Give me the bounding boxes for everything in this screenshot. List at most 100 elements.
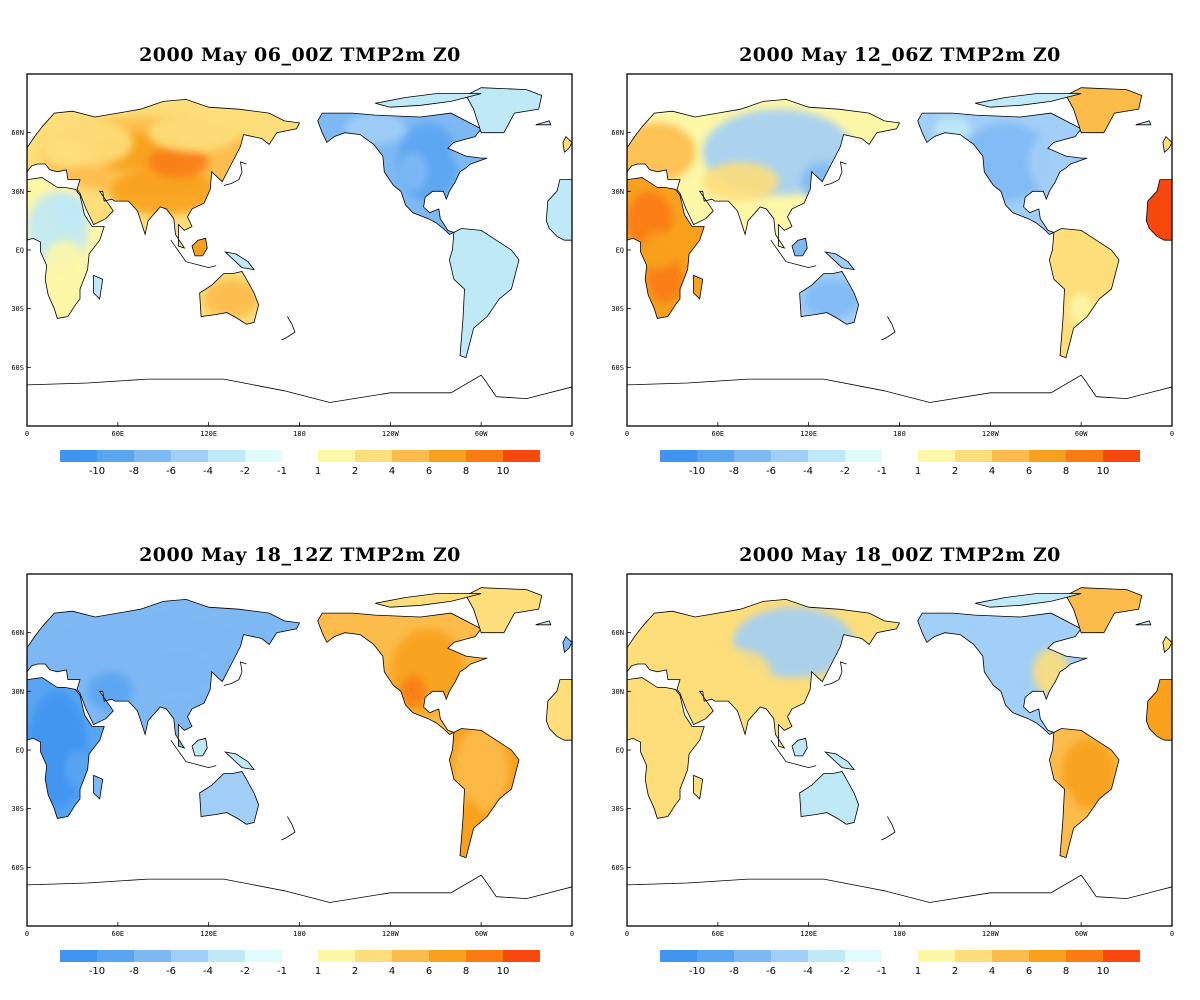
coastline [975,93,1082,108]
lon-label: 0 [570,430,574,438]
colorbar-label: 1 [915,466,921,477]
land-fill-newGuinea [825,752,855,770]
colorbar-label: -10 [689,966,705,977]
colorbar-swatch [60,950,97,962]
coastline [545,679,572,741]
lon-label: 120W [982,930,1000,938]
anomaly-blob [64,750,96,790]
colorbar-label: 8 [463,966,469,977]
colorbar-label: 2 [952,966,958,977]
lat-label: 30N [611,188,624,196]
anomaly-blob [1061,738,1116,809]
colorbar-label: -1 [877,966,887,977]
colorbar-swatch [992,950,1029,962]
lon-label: 60E [712,930,725,938]
colorbar-label: 6 [426,966,432,977]
lon-label: 0 [1170,930,1174,938]
colorbar-swatch [466,450,503,462]
lon-label: 60E [112,930,125,938]
lon-label: 120W [382,430,400,438]
lat-label: 30S [611,805,624,813]
coastline [27,598,301,749]
coastline [791,237,808,257]
anomaly-blob [344,113,406,145]
colorbar-swatch [318,450,355,462]
anomaly-blob [27,691,88,809]
colorbar-swatch [429,950,466,962]
anomaly-blob [450,136,482,168]
colorbar-swatch [503,450,540,462]
colorbar-swatch [392,950,429,962]
coastline [770,739,817,769]
coastline [465,87,543,134]
colorbar-swatch [355,450,392,462]
lon-label: 60E [712,430,725,438]
coastline [224,751,256,771]
lon-label: 0 [570,930,574,938]
anomaly-blob [646,755,684,803]
colorbar-swatch [355,950,392,962]
colorbar-swatch [392,450,429,462]
coastline [27,374,572,403]
colorbar-swatch [1066,450,1103,462]
lon-label: 0 [25,930,29,938]
colorbar-swatch [1029,950,1066,962]
colorbar-swatch [171,950,208,962]
coastline [317,612,488,735]
coastline [375,593,482,608]
lat-label: EQ [16,747,24,755]
coastline [27,874,572,903]
colorbar-swatch [429,450,466,462]
colorbar-label: -2 [240,966,250,977]
colorbar-label: -1 [277,466,287,477]
colorbar-swatch [134,950,171,962]
anomaly-blob [148,113,239,153]
colorbar-swatch [97,450,134,462]
colorbar-swatch [503,950,540,962]
lon-label: 180 [293,430,306,438]
lon-label: 60E [112,430,125,438]
coastline [199,271,260,325]
anomaly-blob [397,152,429,192]
coastline [93,274,104,300]
anomaly-blob [546,691,569,739]
lon-label: 120W [982,430,1000,438]
colorbar-swatch [1103,450,1140,462]
colorbar-label: -1 [877,466,887,477]
coastline [627,177,705,319]
colorbar-label: 8 [1063,966,1069,977]
anomaly-blob [1088,93,1135,125]
coastline [170,239,217,269]
colorbar-label: -8 [729,966,739,977]
coastline [917,612,1088,735]
coastline [881,316,896,341]
lon-label: 180 [893,930,906,938]
lat-label: EQ [616,747,624,755]
coastline [281,816,296,841]
anomaly-blob [148,146,209,178]
colorbar-swatch [466,950,503,962]
lon-label: 60W [475,430,488,438]
map-panel-2: 60N 30N EQ 30S 60S 0 60E 120E 180 120W 60W 0 -10 -8 -6… [600,0,1200,500]
lat-label: 60S [11,364,24,372]
lon-label: 60W [1075,430,1088,438]
lat-label: 30S [11,305,24,313]
colorbar-label: -4 [803,466,813,477]
coastline [1162,635,1172,653]
colorbar-label: 6 [426,466,432,477]
coastline [448,228,520,359]
map-panel-1: 60N 30N EQ 30S 60S 0 60E 120E 180 120W 60W 0 -10 -8 -6… [0,0,600,500]
colorbar-label: -4 [203,966,213,977]
colorbar-label: -2 [240,466,250,477]
colorbar-label: 2 [952,466,958,477]
lon-label: 0 [1170,430,1174,438]
map-canvas: 60N 30N EQ 30S 60S 0 60E 120E 180 120W 60W 0 -10 -8 -6… [11,573,574,977]
coastline [975,593,1082,608]
coastline [535,120,552,126]
colorbar-swatch [955,450,992,462]
coastline [1135,120,1152,126]
coastline [1065,587,1143,634]
lon-label: 180 [893,430,906,438]
colorbar-label: -8 [129,966,139,977]
colorbar-swatch [660,950,697,962]
